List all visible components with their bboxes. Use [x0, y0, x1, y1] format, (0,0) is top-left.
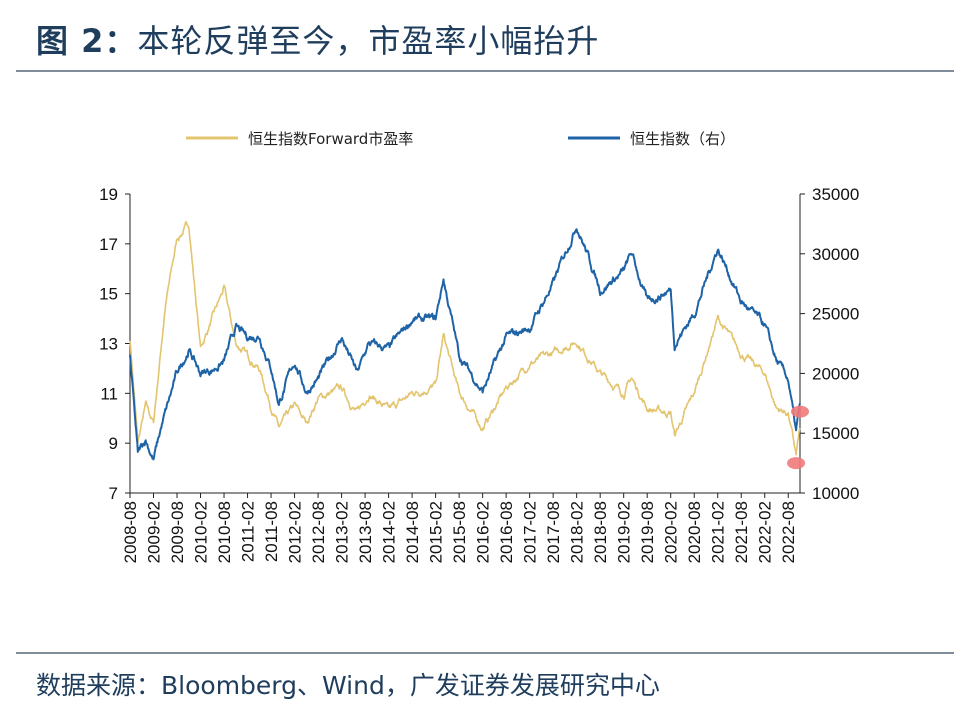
x-tick-label: 2021-08 [732, 501, 751, 563]
legend-label: 恒生指数Forward市盈率 [248, 130, 413, 148]
right-tick-label: 10000 [812, 484, 859, 503]
x-tick-label: 2011-08 [262, 501, 281, 562]
title-text: 本轮反弹至今，市盈率小幅抬升 [137, 22, 600, 60]
left-tick-label: 7 [109, 484, 118, 503]
left-tick-label: 13 [99, 335, 118, 354]
x-tick-label: 2014-08 [403, 501, 422, 563]
right-axis-ticks: 10000 15000 20000 25000 30000 35000 [800, 185, 859, 503]
pe-series-line [129, 221, 801, 456]
x-tick-label: 2008-08 [121, 501, 140, 563]
highlight-marker [787, 457, 806, 470]
series-lines [129, 221, 801, 461]
source-note: 数据来源：Bloomberg、Wind，广发证券发展研究中心 [36, 671, 660, 700]
highlight-marker [791, 405, 809, 418]
markers [787, 405, 809, 470]
x-tick-label: 2018-08 [591, 501, 610, 563]
right-tick-label: 35000 [812, 185, 859, 204]
x-tick-label: 2011-02 [239, 501, 258, 562]
right-tick-label: 20000 [812, 364, 859, 383]
hsi-series-line [129, 228, 801, 461]
right-tick-label: 25000 [812, 305, 859, 324]
x-tick-label: 2012-08 [309, 501, 328, 563]
figure-label: 图 2： [36, 22, 138, 60]
bottom-rule [16, 652, 954, 654]
x-tick-label: 2009-08 [168, 501, 187, 563]
axes [129, 194, 801, 494]
x-tick-label: 2010-08 [215, 501, 234, 563]
x-tick-label: 2015-08 [450, 501, 469, 563]
x-tick-label: 2022-02 [756, 501, 775, 563]
right-tick-label: 30000 [812, 245, 859, 264]
left-tick-label: 15 [99, 285, 118, 304]
top-rule [16, 70, 954, 72]
right-tick-label: 15000 [812, 424, 859, 443]
x-tick-label: 2016-02 [474, 501, 493, 563]
x-tick-label: 2010-02 [192, 501, 211, 563]
left-tick-label: 17 [99, 235, 118, 254]
x-tick-label: 2018-02 [568, 501, 587, 563]
x-tick-label: 2017-08 [544, 501, 563, 563]
x-tick-label: 2017-02 [521, 501, 540, 563]
x-tick-label: 2019-08 [638, 501, 657, 563]
chart-area: 恒生指数Forward市盈率 恒生指数（右） 2008-08 2009-02 2009… [99, 130, 859, 563]
x-axis-ticks: 2008-08 2009-02 2009-08 2010-02 2010-08 2011-… [121, 493, 798, 563]
x-tick-label: 2009-02 [145, 501, 164, 563]
x-tick-label: 2012-02 [286, 501, 305, 563]
x-tick-label: 2014-02 [380, 501, 399, 563]
legend-label: 恒生指数（右） [630, 130, 735, 148]
x-tick-label: 2015-02 [427, 501, 446, 563]
x-tick-label: 2019-02 [615, 501, 634, 563]
x-tick-label: 2020-02 [662, 501, 681, 563]
x-tick-label: 2022-08 [779, 501, 798, 563]
x-tick-label: 2013-08 [356, 501, 375, 563]
x-tick-label: 2020-08 [685, 501, 704, 563]
left-axis-ticks: 7 9 11 13 15 17 19 [99, 185, 130, 503]
left-tick-label: 9 [109, 434, 118, 453]
x-tick-label: 2016-08 [497, 501, 516, 563]
left-tick-label: 19 [99, 185, 118, 204]
left-tick-label: 11 [100, 384, 118, 403]
chart-title: 图 2：本轮反弹至今，市盈率小幅抬升 [36, 16, 599, 62]
x-tick-label: 2013-02 [333, 501, 352, 563]
legend: 恒生指数Forward市盈率 恒生指数（右） [186, 130, 735, 148]
x-tick-label: 2021-02 [709, 501, 728, 563]
